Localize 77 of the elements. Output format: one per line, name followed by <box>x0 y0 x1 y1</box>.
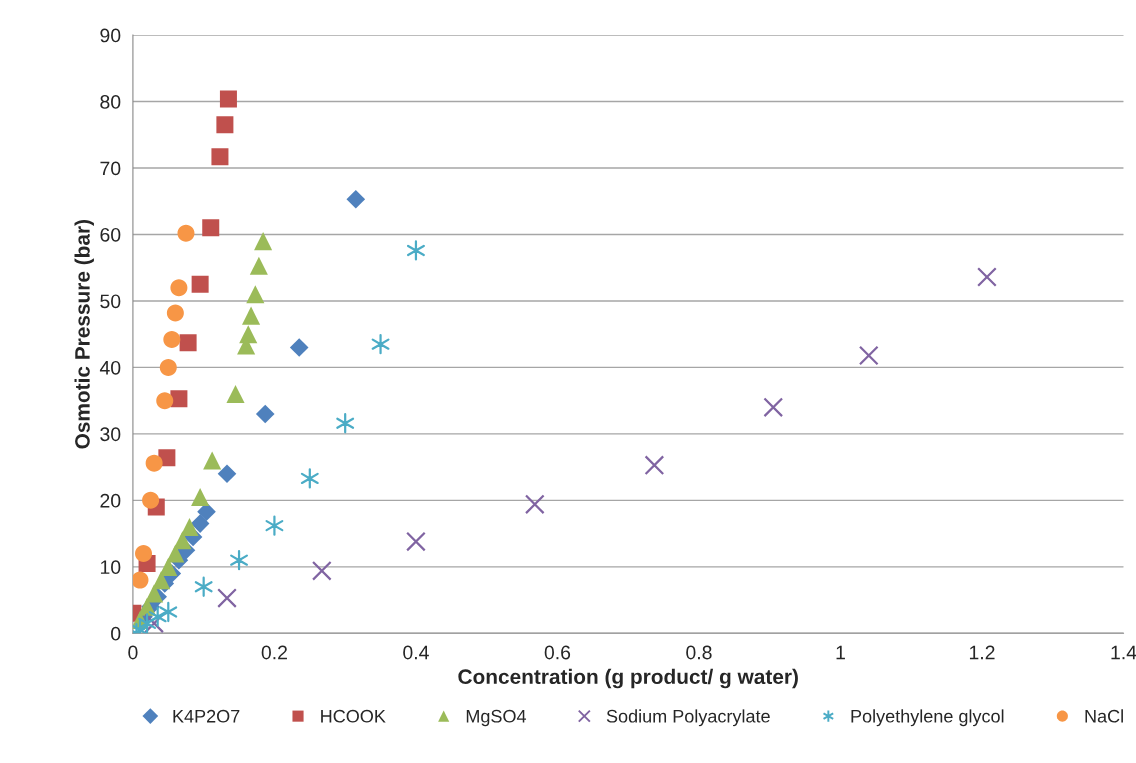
point <box>194 576 213 597</box>
point <box>406 240 425 261</box>
point <box>346 189 366 209</box>
y-tick-label: 0 <box>111 626 121 641</box>
point <box>159 358 177 376</box>
x-tick-label: 0 <box>128 645 138 660</box>
point <box>300 468 319 489</box>
point <box>246 285 265 304</box>
point <box>242 306 261 325</box>
point <box>311 560 332 581</box>
point <box>289 338 309 357</box>
x-tick-label: 0.2 <box>261 645 287 660</box>
point <box>152 571 171 590</box>
point <box>230 550 248 571</box>
point <box>190 514 210 533</box>
point <box>858 345 879 366</box>
point <box>142 491 160 509</box>
x-axis-title: Concentration (g product/ g water) <box>458 668 798 689</box>
y-tick-label: 10 <box>100 560 121 575</box>
point <box>179 334 197 352</box>
point <box>217 464 237 484</box>
y-axis-title: Osmotic Pressure (bar) <box>74 220 94 449</box>
point <box>763 397 784 418</box>
point <box>145 584 164 603</box>
point <box>211 148 229 166</box>
point <box>132 571 149 589</box>
point <box>249 256 268 275</box>
legend-label: K4P2O7 <box>173 709 240 723</box>
point <box>216 116 234 134</box>
point <box>524 494 545 515</box>
point <box>197 502 216 521</box>
point <box>406 531 426 552</box>
x-tick-label: 0.4 <box>403 645 429 660</box>
point <box>145 454 163 472</box>
point <box>203 451 222 470</box>
point <box>977 267 997 287</box>
legend-label: HCOOK <box>321 709 386 723</box>
legend-label: NaCl <box>1085 709 1123 723</box>
y-tick-label: 20 <box>100 493 121 508</box>
point <box>166 544 185 563</box>
point <box>371 334 390 355</box>
point <box>166 304 184 322</box>
point <box>173 531 192 550</box>
x-tick-label: 0.6 <box>544 645 571 660</box>
point <box>156 392 174 410</box>
y-tick-label: 30 <box>100 427 121 442</box>
y-tick-label: 70 <box>100 161 121 176</box>
point <box>226 384 245 404</box>
point <box>255 404 275 424</box>
legend-label: Polyethylene glycol <box>851 709 1004 727</box>
y-tick-label: 60 <box>100 227 121 242</box>
point <box>180 517 199 536</box>
legend-label: Sodium Polyacrylate <box>606 709 770 727</box>
y-tick-label: 50 <box>100 294 121 309</box>
point <box>191 275 209 293</box>
point <box>254 232 273 251</box>
point <box>135 545 153 563</box>
point <box>202 219 220 237</box>
point <box>177 224 195 242</box>
point <box>191 487 210 507</box>
point <box>219 90 237 108</box>
point <box>170 279 188 297</box>
point <box>159 557 178 576</box>
x-tick-label: 1 <box>836 645 845 660</box>
y-tick-label: 90 <box>100 28 121 43</box>
point <box>144 613 165 634</box>
point <box>644 455 665 476</box>
legend-label: MgSO4 <box>466 709 527 727</box>
x-tick-label: 0.8 <box>686 645 712 660</box>
point <box>163 331 181 349</box>
y-tick-label: 80 <box>100 95 121 109</box>
x-tick-label: 1.2 <box>969 645 995 660</box>
x-tick-label: 1.4 <box>1111 645 1136 660</box>
point <box>336 413 355 434</box>
y-tick-label: 40 <box>99 360 121 375</box>
point <box>265 515 284 536</box>
point <box>217 588 237 608</box>
